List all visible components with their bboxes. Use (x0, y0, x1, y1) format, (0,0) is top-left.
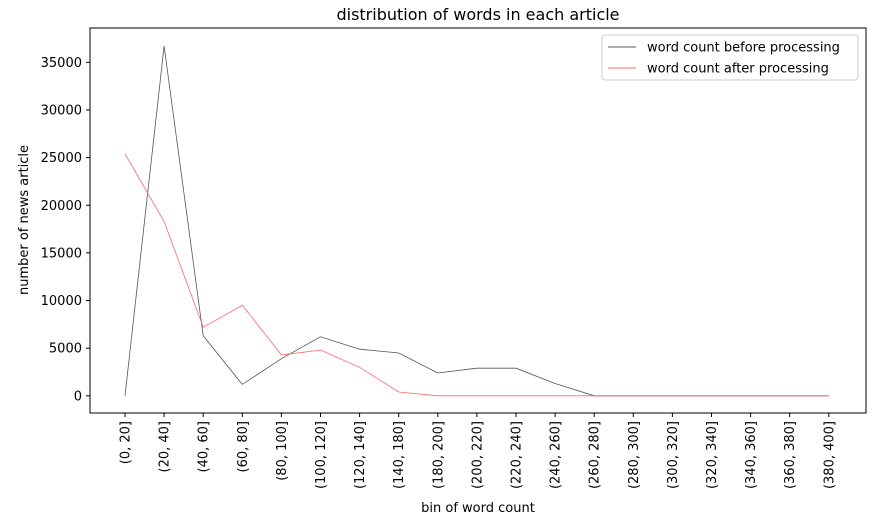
x-tick-label: (360, 380] (783, 421, 798, 489)
x-tick-label: (340, 360] (744, 421, 759, 489)
x-tick-label: (240, 260] (549, 421, 564, 489)
legend: word count before processing word count a… (601, 34, 859, 81)
y-tick-label: 30000 (41, 103, 82, 118)
x-tick-label: (380, 400] (822, 421, 837, 489)
x-tick-label: (220, 240] (510, 421, 525, 489)
y-tick-label: 5000 (49, 342, 82, 357)
x-tick-label: (0, 20] (119, 421, 134, 464)
y-tick-label: 15000 (41, 246, 82, 261)
x-tick-label: (140, 180] (392, 421, 407, 489)
series-lines (124, 46, 829, 397)
y-tick-label: 0 (74, 389, 82, 404)
series-line-1 (124, 46, 829, 397)
x-tick-label: (320, 340] (705, 421, 720, 489)
x-tick-label: (40, 60] (197, 421, 212, 473)
x-tick-label: (260, 280] (588, 421, 603, 489)
x-tick-label: (180, 200] (431, 421, 446, 489)
y-tick-label: 20000 (41, 199, 82, 214)
y-tick-label: 10000 (41, 294, 82, 309)
chart-title: distribution of words in each article (336, 5, 619, 24)
legend-label-2: word count after processing (647, 62, 829, 77)
x-axis-label: bin of word count (421, 501, 535, 516)
y-tick-label: 25000 (41, 151, 82, 166)
y-tick-label: 35000 (41, 56, 82, 71)
x-tick-label: (20, 40] (158, 421, 173, 473)
legend-box (601, 34, 859, 81)
x-tick-label: (120, 140] (353, 421, 368, 489)
legend-label-1: word count before processing (647, 41, 840, 56)
x-tick-label: (200, 220] (470, 421, 485, 489)
y-axis: 0 5000 10000 15000 20000 25000 30000 35000 (41, 56, 90, 404)
series-line-2 (124, 153, 829, 397)
x-tick-label: (300, 320] (666, 421, 681, 489)
x-axis: (0, 20] (20, 40] (40, 60] (60, 80] (80, 100]… (119, 413, 837, 489)
plot-area (89, 27, 867, 414)
x-tick-label: (80, 100] (275, 421, 290, 481)
y-axis-label: number of news article (17, 145, 32, 295)
x-tick-label: (60, 80] (236, 421, 251, 473)
x-tick-label: (280, 300] (627, 421, 642, 489)
x-tick-label: (100, 120] (314, 421, 329, 489)
